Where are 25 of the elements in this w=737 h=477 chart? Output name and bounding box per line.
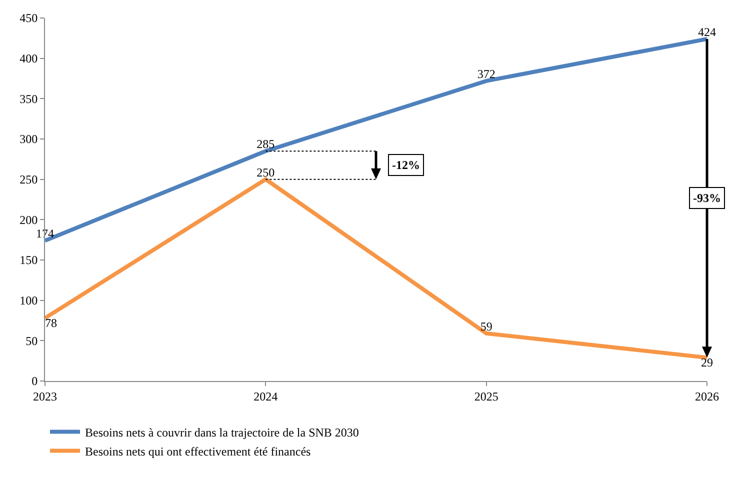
x-tick-label: 2024	[254, 389, 278, 404]
annotation: -12%	[392, 158, 420, 172]
data-label: 424	[698, 24, 716, 39]
x-tick-label: 2023	[33, 389, 57, 404]
y-tick-label: 150	[20, 253, 38, 268]
legend-label: Besoins nets qui ont effectivement été financés	[85, 444, 312, 458]
y-tick-label: 100	[20, 294, 38, 308]
legend-label: Besoins nets à couvrir dans la trajectoire de la SNB 2030	[85, 425, 359, 440]
data-label: 29	[701, 356, 713, 370]
y-tick-label: 0	[32, 374, 38, 388]
data-label: 285	[256, 137, 275, 152]
x-tick-label: 2026	[695, 389, 719, 404]
data-label: 250	[256, 165, 275, 180]
y-tick-label: 300	[20, 132, 38, 146]
y-tick-label: 200	[20, 212, 38, 227]
data-label: 372	[477, 66, 496, 81]
y-tick-label: 250	[20, 172, 38, 187]
annotation: -93%	[693, 191, 721, 205]
y-tick-label: 400	[20, 52, 38, 66]
y-tick-label: 350	[20, 92, 38, 106]
y-tick-label: 450	[20, 11, 38, 26]
y-tick-label: 50	[26, 334, 38, 348]
data-label: 59	[480, 319, 492, 334]
data-label: 78	[45, 316, 57, 330]
x-tick-label: 2025	[474, 389, 498, 404]
